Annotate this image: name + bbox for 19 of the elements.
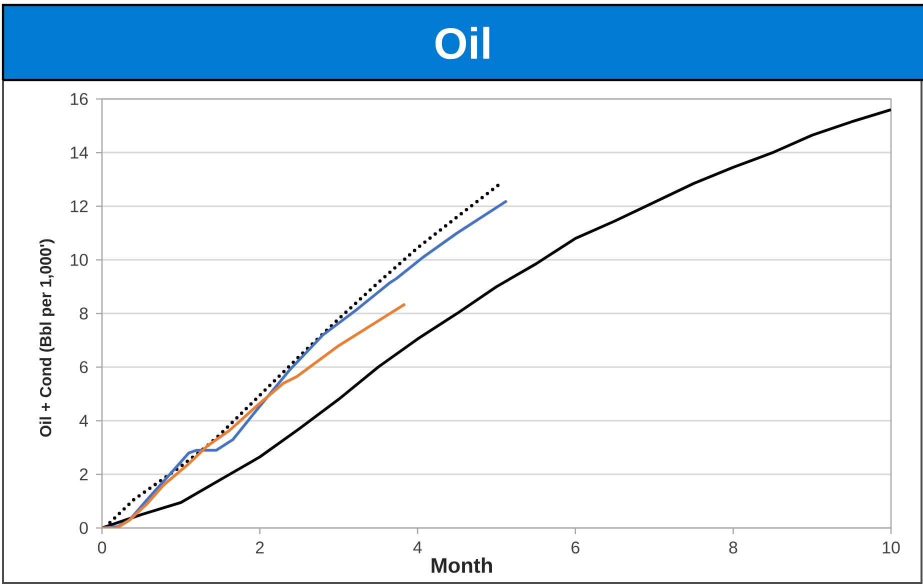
x-axis-title: Month — [432, 558, 492, 573]
y-tick-label: 2 — [80, 468, 88, 480]
x-tick-label: 4 — [413, 542, 422, 554]
y-tick-label: 6 — [80, 361, 88, 374]
y-tick-label: 4 — [79, 414, 88, 427]
line-series — [102, 302, 406, 528]
y-tick-label: 0 — [80, 522, 88, 534]
y-tick-label: 8 — [80, 307, 88, 320]
y-tick-label: 12 — [70, 200, 88, 212]
x-tick-label: 8 — [729, 542, 738, 554]
x-tick-label: 6 — [572, 542, 580, 554]
x-tick-label: 10 — [882, 542, 900, 554]
y-tick-label: 14 — [70, 146, 88, 158]
y-tick-label: 16 — [70, 92, 88, 106]
x-tick-label: 0 — [98, 542, 106, 554]
y-axis-title: Oil + Cond (Bbl per 1,000') — [40, 239, 54, 437]
x-tick-label: 2 — [256, 542, 264, 554]
chart-title: Oil — [435, 26, 490, 60]
y-tick-label: 10 — [70, 254, 88, 266]
